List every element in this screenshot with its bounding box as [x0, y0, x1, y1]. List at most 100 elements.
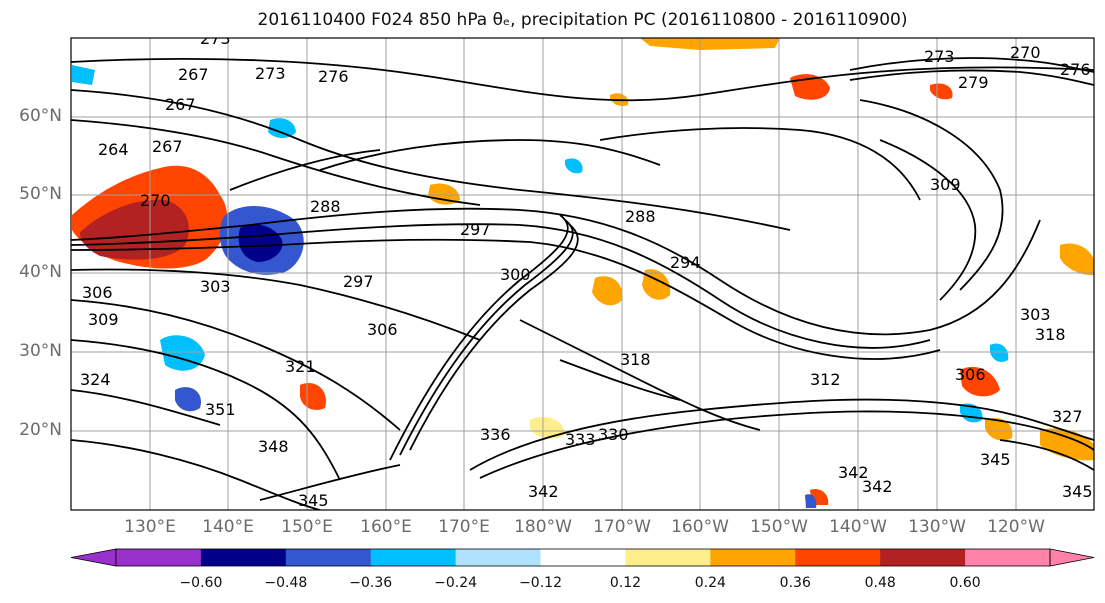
contour-value-label: 324 [80, 370, 111, 389]
colorbar-frame [115, 548, 1051, 567]
latitude-label: 20°N [19, 420, 62, 440]
shade-negative-inner [238, 224, 283, 262]
colorbar-cell [965, 549, 1051, 566]
map-panel: 273 273 276 267 267 264 267 270 288 297 297 288 306 3… [70, 29, 1095, 511]
contour-value-label: 336 [480, 425, 511, 444]
latitude-label: 50°N [19, 184, 62, 204]
contour-value-label: 321 [285, 357, 316, 376]
colorbar-tick-label: −0.12 [519, 575, 562, 591]
latitude-label: 30°N [19, 341, 62, 361]
colorbar-cell [710, 549, 796, 566]
contour-value-label: 273 [255, 64, 286, 83]
longitude-label: 170°W [593, 517, 651, 537]
map-frame [70, 37, 1095, 511]
contour-value-label: 309 [88, 310, 119, 329]
contour-value-label: 273 [200, 29, 231, 48]
colorbar-cell [455, 549, 542, 566]
contour-value-label: 312 [810, 370, 841, 389]
shade-blue-bottom [805, 494, 817, 508]
colorbar-cell [540, 549, 626, 566]
longitude-label: 120°W [987, 517, 1045, 537]
shade-orange-ne2 [930, 83, 953, 100]
contour-value-label: 345 [980, 450, 1011, 469]
colorbar-cell [795, 549, 881, 566]
contour-value-label: 288 [625, 207, 656, 226]
colorbar-extend-min [70, 548, 117, 567]
colorbar-cell [116, 549, 202, 566]
longitude-label: 180°W [514, 517, 572, 537]
colorbar-tick-label: 0.24 [694, 575, 726, 591]
contour-value-label: 267 [152, 137, 183, 156]
contour-value-label: 318 [620, 350, 651, 369]
shade-blue-south [175, 387, 201, 412]
contour-value-label: 303 [200, 277, 231, 296]
contour-value-label: 309 [930, 175, 961, 194]
theta-e-contours [71, 57, 1094, 510]
contour-value-label: 348 [258, 437, 289, 456]
contour-value-label: 351 [205, 400, 236, 419]
contour-value-label: 288 [310, 197, 341, 216]
shade-yellow-center [530, 416, 565, 439]
colorbar-tick-label: 0.36 [779, 575, 811, 591]
shade-orange-sw [300, 382, 326, 410]
contour-value-label: 270 [140, 191, 171, 210]
colorbar-cell [285, 549, 372, 566]
contour-value-label: 276 [318, 67, 349, 86]
contour-value-label: 297 [460, 220, 491, 239]
colorbar-tick-label: −0.48 [264, 575, 308, 591]
contour-value-label: 276 [1060, 60, 1091, 79]
longitude-label: 140°W [829, 517, 887, 537]
contour-value-label: 306 [82, 283, 113, 302]
longitude-label: 170°E [438, 517, 490, 537]
shade-orange-se [985, 418, 1013, 441]
shade-orange-center [592, 276, 623, 306]
shade-orange-east2 [1060, 243, 1094, 276]
colorbar-tick-label: −0.60 [179, 575, 223, 591]
shade-blue-north [72, 65, 95, 85]
contour-value-label: 306 [367, 320, 398, 339]
longitude-label: 140°E [202, 517, 254, 537]
contour-value-label: 345 [298, 491, 329, 510]
contour-value-label: 345 [1062, 482, 1093, 501]
longitude-label: 130°W [908, 517, 966, 537]
contour-value-label: 294 [670, 253, 701, 272]
contour-value-label: 273 [924, 47, 955, 66]
colorbar-cell [370, 549, 457, 566]
colorbar-tick-label: 0.48 [864, 575, 896, 591]
longitude-label: 160°E [360, 517, 412, 537]
contour-value-label: 303 [1020, 305, 1051, 324]
colorbar-tick-label: −0.24 [434, 575, 478, 591]
contour-value-label: 342 [862, 477, 893, 496]
shade-blue-nw [268, 118, 296, 138]
contour-value-label: 333 [565, 430, 596, 449]
contour-value-label: 279 [958, 73, 989, 92]
contour-value-label: 342 [528, 482, 559, 501]
contour-value-label: 327 [1052, 407, 1083, 426]
shade-orange-mid [428, 183, 460, 205]
latitude-label: 40°N [19, 262, 62, 282]
colorbar-tick-label: −0.36 [349, 575, 393, 591]
contour-value-label: 267 [178, 65, 209, 84]
shade-blue-center [565, 158, 583, 174]
colorbar-tick-label: 0.60 [949, 575, 981, 591]
contour-labels: 273 273 276 267 267 264 267 270 288 297 297 288 306 3… [80, 29, 1093, 510]
colorbar-tick-label: 0.12 [609, 575, 642, 591]
colorbar-cell [880, 549, 966, 566]
contour-value-label: 330 [598, 425, 629, 444]
contour-value-label: 264 [98, 140, 129, 159]
colorbar-cell [200, 549, 287, 566]
shade-orange-east [960, 366, 1000, 397]
contour-value-label: 342 [838, 463, 869, 482]
longitude-label: 150°E [281, 517, 333, 537]
shade-orange-north [640, 38, 780, 50]
longitude-label: 160°W [671, 517, 729, 537]
contour-value-label: 318 [1035, 325, 1066, 344]
contour-value-label: 270 [1010, 43, 1041, 62]
longitude-label: 150°W [750, 517, 808, 537]
map-title: 2016110400 F024 850 hPa θₑ, precipitatio… [257, 10, 908, 30]
lat-lon-grid [71, 38, 1094, 510]
colorbar-cell [625, 549, 711, 566]
latitude-label: 60°N [19, 106, 62, 126]
contour-value-label: 267 [165, 95, 196, 114]
contour-value-label: 297 [343, 272, 374, 291]
